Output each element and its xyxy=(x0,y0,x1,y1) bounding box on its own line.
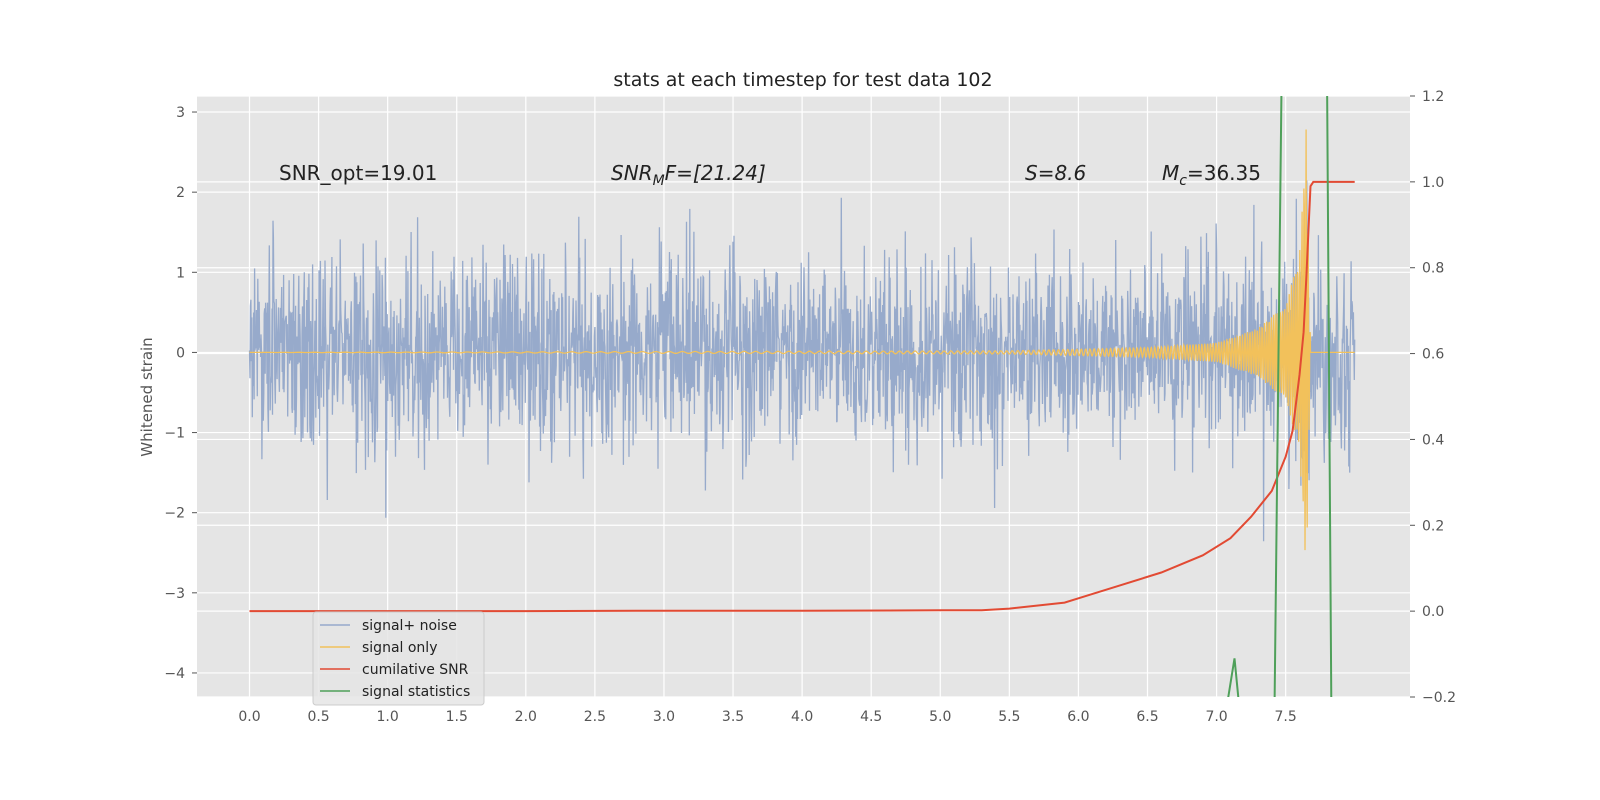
plot-area xyxy=(197,96,1410,697)
snr-mf-subscript: M xyxy=(653,173,665,189)
y-tick-label: 3 xyxy=(176,105,185,121)
mc-subscript: c xyxy=(1179,173,1187,189)
y-tick-label: 1 xyxy=(176,265,185,281)
snr-mf-base: SNR xyxy=(611,161,653,185)
x-tick-label: 3.5 xyxy=(722,709,744,725)
y2-tick-label: 1.2 xyxy=(1422,89,1444,105)
y2-tick-label: −0.2 xyxy=(1422,690,1456,706)
x-tick-label: 2.5 xyxy=(584,709,606,725)
y2-tick-label: 0.6 xyxy=(1422,347,1444,363)
y2-tick-label: 0.2 xyxy=(1422,518,1444,534)
x-tick-label: 4.0 xyxy=(791,709,813,725)
y-tick-label: −2 xyxy=(164,506,185,522)
y-tick-label: −4 xyxy=(164,666,185,682)
legend-box xyxy=(312,611,485,706)
x-tick-label: 5.5 xyxy=(998,709,1020,725)
ticks: 0.0 0.5 1.0 1.5 2.0 2.5 3.0 3.5 4.0 4.5 5.0 5.5 6.0 6… xyxy=(164,89,1456,725)
series-signal-statistics xyxy=(1227,96,1333,697)
s-value-annotation: S=8.6 xyxy=(1025,161,1086,185)
y-axis-label: Whitened strain xyxy=(138,337,156,456)
x-tick-label: 6.5 xyxy=(1136,709,1158,725)
y2-tick-label: 0.0 xyxy=(1422,604,1444,620)
legend-entry-signal-noise: signal+ noise xyxy=(362,618,457,634)
x-tick-label: 7.0 xyxy=(1205,709,1227,725)
series-layer xyxy=(248,96,1356,697)
legend-entry-cumulative-snr: cumilative SNR xyxy=(362,662,469,678)
x-tick-label: 2.0 xyxy=(515,709,537,725)
x-tick-label: 3.0 xyxy=(653,709,675,725)
y2-tick-label: 0.4 xyxy=(1422,432,1444,448)
mc-rest: =36.35 xyxy=(1187,161,1261,185)
y-tick-label: −1 xyxy=(164,426,185,442)
legend: signal+ noise signal only cumilative SNR… xyxy=(312,611,485,706)
mc-base: M xyxy=(1162,161,1179,185)
series-signal-noise xyxy=(248,180,1356,542)
x-tick-label: 1.0 xyxy=(377,709,399,725)
legend-entry-signal-only: signal only xyxy=(362,640,437,656)
chart-title: stats at each timestep for test data 102 xyxy=(613,69,992,91)
series-signal-only xyxy=(249,129,1355,551)
y2-tick-label: 0.8 xyxy=(1422,261,1444,277)
y-tick-label: 2 xyxy=(176,185,185,201)
x-tick-label: 4.5 xyxy=(860,709,882,725)
y2-tick-label: 1.0 xyxy=(1422,175,1444,191)
snr-opt-annotation: SNR_opt=19.01 xyxy=(279,161,437,185)
x-tick-label: 0.0 xyxy=(238,709,260,725)
x-tick-label: 5.0 xyxy=(929,709,951,725)
mc-annotation: Mc=36.35 xyxy=(1162,161,1261,189)
y-tick-label: −3 xyxy=(164,586,185,602)
x-tick-label: 6.0 xyxy=(1067,709,1089,725)
x-tick-label: 0.5 xyxy=(307,709,329,725)
x-tick-label: 1.5 xyxy=(446,709,468,725)
series-cumulative-snr xyxy=(249,180,1355,613)
x-tick-label: 7.5 xyxy=(1275,709,1297,725)
y-tick-label: 0 xyxy=(176,345,185,361)
snr-mf-annotation: SNRMF=[21.24] xyxy=(611,161,766,189)
annotations: SNR_opt=19.01 SNRMF=[21.24] S=8.6 Mc=36.… xyxy=(279,161,1261,189)
legend-entry-signal-statistics: signal statistics xyxy=(362,684,470,700)
snr-mf-rest: F=[21.24] xyxy=(665,161,766,185)
